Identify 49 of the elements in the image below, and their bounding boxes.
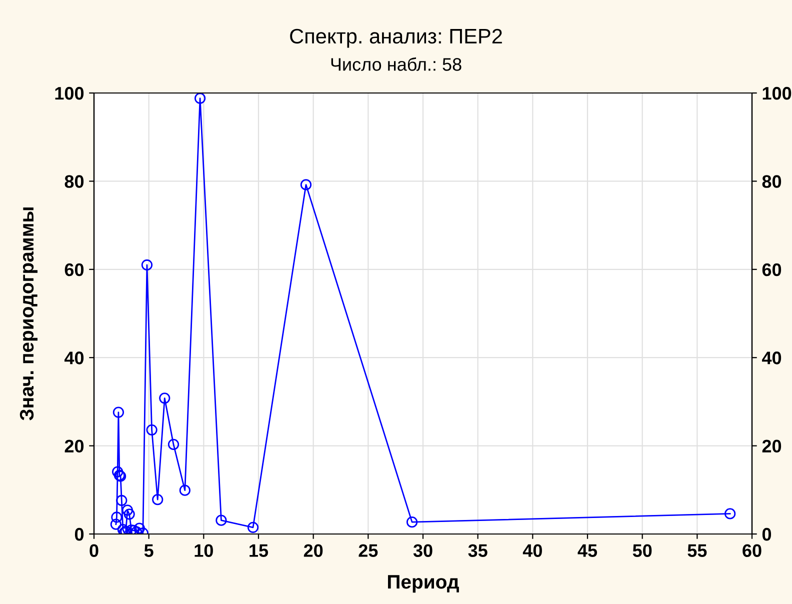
x-tick-label: 40 [522,544,542,557]
x-tick-label: 0 [90,544,98,557]
y-tick-label: 100 [55,86,84,100]
point [300,179,312,190]
point [141,259,153,271]
point [159,392,170,404]
y2-tick-label: 40 [762,352,782,364]
x-tick-label: 10 [194,544,213,557]
point [216,514,227,526]
point [122,504,134,516]
x-tick-label: 55 [688,544,707,557]
y2-tick-label: 80 [762,175,782,188]
point [724,508,736,520]
chart-subtitle: Число набл.: 58 [331,57,462,71]
y2-tick-label: 20 [762,440,782,453]
point [247,522,259,533]
x-tick-label: 60 [742,544,762,557]
point [112,466,124,478]
point [152,494,164,506]
x-tick-label: 30 [413,544,432,558]
point [406,516,418,528]
point [112,406,124,418]
point [116,494,128,506]
point [110,518,122,530]
point [194,93,206,104]
point [179,484,190,496]
point [146,424,158,436]
x-tick-label: 5 [144,544,154,557]
point [168,438,180,450]
chart-title: Спектр. анализ: ПЕР2 [290,28,502,48]
x-tick-label: 25 [358,544,378,557]
y-axis-title: Знач. периодограммы [20,207,38,420]
point [111,512,122,523]
x-tick-label: 35 [468,544,488,558]
x-axis-title: Период [388,575,459,593]
y2-tick-label: 60 [762,263,782,276]
y-tick-label: 20 [64,440,84,453]
x-tick-label: 20 [304,544,323,557]
y-tick-label: 80 [64,175,84,188]
y-tick-label: 60 [64,263,84,276]
y2-tick-label: 0 [762,528,772,541]
point [134,522,145,534]
point [124,508,135,520]
y2-tick-label: 100 [762,86,792,100]
x-tick-label: 45 [578,544,598,557]
x-tick-label: 50 [632,544,652,557]
x-tick-label: 15 [250,544,268,557]
y-tick-label: 40 [64,352,84,364]
y-tick-label: 0 [74,528,84,541]
